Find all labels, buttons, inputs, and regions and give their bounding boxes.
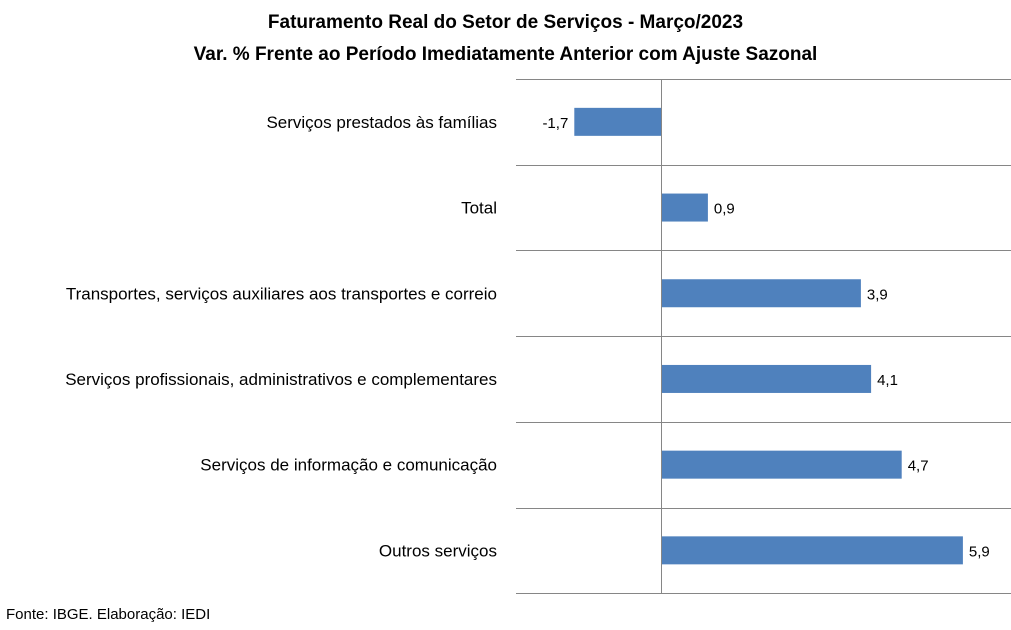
data-label: 4,1 — [877, 372, 898, 389]
chart-subtitle: Var. % Frente ao Período Imediatamente A… — [193, 44, 818, 65]
bar — [662, 193, 708, 222]
category-label: Serviços profissionais, administrativos … — [65, 370, 497, 389]
bar — [662, 450, 902, 479]
category-label: Transportes, serviços auxiliares aos tra… — [66, 284, 497, 303]
category-label: Serviços de informação e comunicação — [200, 456, 497, 475]
data-label: 5,9 — [969, 543, 990, 560]
category-label: Total — [461, 199, 497, 218]
bar-chart: Serviços prestados às famílias -1,7 Total 0… — [65, 79, 1011, 594]
source-note: Fonte: IBGE. Elaboração: IEDI — [6, 606, 211, 623]
data-label: -1,7 — [542, 115, 568, 132]
category-label: Outros serviços — [379, 541, 497, 560]
bar — [574, 107, 661, 136]
bar — [662, 364, 872, 393]
data-label: 0,9 — [714, 201, 735, 218]
chart-title: Faturamento Real do Setor de Serviços - … — [267, 12, 744, 33]
data-label: 4,7 — [908, 458, 929, 475]
bar — [662, 279, 861, 308]
bar — [662, 536, 963, 565]
category-label: Serviços prestados às famílias — [266, 113, 497, 132]
data-label: 3,9 — [867, 286, 888, 303]
